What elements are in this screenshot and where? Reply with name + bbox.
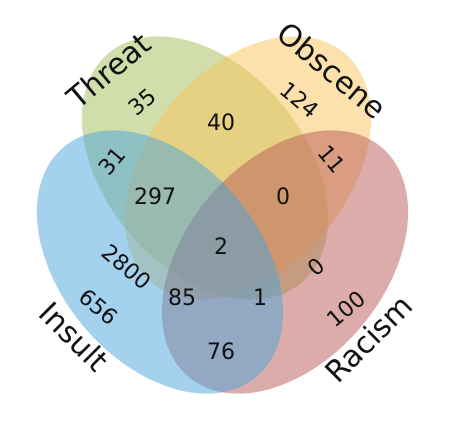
count-threat-obscene: 40: [207, 111, 235, 136]
count-threat-racism-insult: 85: [168, 286, 196, 311]
count-obscene-racism-insult: 1: [253, 286, 267, 311]
count-insult-racism: 76: [207, 340, 235, 365]
count-threat-obscene-racism: 0: [276, 185, 290, 210]
count-all-four: 2: [214, 235, 228, 260]
insult-set-ellipse: [36, 130, 284, 394]
count-threat-obscene-insult: 297: [134, 185, 176, 210]
